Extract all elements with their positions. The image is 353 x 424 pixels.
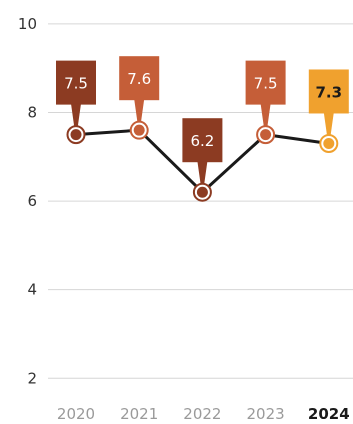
y-tick-label: 10	[18, 15, 37, 33]
data-label-group: 7.5 7.6 6.2 7.5 7.3	[56, 56, 349, 187]
callout-box	[245, 60, 286, 105]
callout-box	[308, 69, 349, 114]
data-label: 7.6	[127, 70, 151, 88]
data-label: 7.3	[316, 83, 343, 101]
data-label-callout: 6.2	[182, 118, 223, 187]
data-point	[319, 133, 339, 153]
y-tick-label: 4	[27, 281, 37, 299]
data-label: 7.5	[64, 75, 88, 93]
point-dot	[70, 129, 82, 141]
point-dot	[133, 124, 145, 136]
point-dot	[323, 137, 335, 149]
data-label: 7.5	[254, 75, 278, 93]
callout-box	[119, 56, 160, 101]
y-tick-label: 8	[27, 103, 37, 121]
y-axis-tick-labels: 2 4 6 8 10	[18, 15, 37, 387]
callout-box	[182, 118, 223, 163]
point-dot	[260, 129, 272, 141]
data-point	[66, 125, 86, 145]
data-label-callout: 7.5	[56, 60, 96, 129]
y-tick-label: 2	[27, 369, 37, 387]
point-dot	[196, 186, 208, 198]
data-point	[192, 182, 212, 202]
x-axis-tick-labels: 2020 2021 2022 2023 2024	[57, 405, 350, 423]
x-tick-label: 2022	[183, 405, 221, 423]
callout-pointer	[197, 161, 208, 187]
x-tick-label: 2024	[308, 405, 350, 423]
data-label-callout: 7.6	[119, 56, 160, 125]
callout-pointer	[260, 103, 271, 129]
data-label-callout: 7.5	[245, 60, 286, 129]
y-tick-label: 6	[27, 192, 37, 210]
data-point	[256, 125, 276, 145]
callout-pointer	[323, 112, 334, 138]
data-point	[129, 120, 149, 140]
data-label-callout: 7.3	[308, 69, 349, 138]
x-tick-label: 2021	[120, 405, 158, 423]
callout-pointer	[71, 103, 81, 129]
x-tick-label: 2020	[57, 405, 95, 423]
data-point-group	[66, 120, 339, 202]
callout-pointer	[134, 99, 145, 125]
callout-box	[56, 60, 96, 105]
x-tick-label: 2023	[247, 405, 285, 423]
data-label: 6.2	[190, 132, 214, 150]
